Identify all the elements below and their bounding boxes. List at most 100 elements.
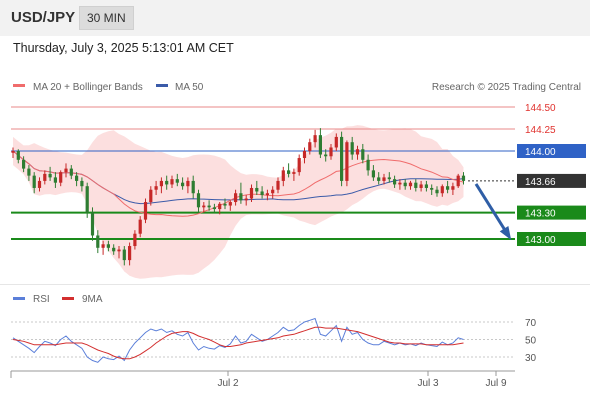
candle-body — [244, 198, 248, 201]
x-axis-label-Jul 3: Jul 3 — [417, 378, 439, 389]
candle-body — [218, 203, 222, 210]
ma50-legend-swatch — [156, 84, 168, 87]
candle-body — [345, 142, 349, 181]
rsi-ma-line — [12, 326, 464, 360]
ma50-legend-label: MA 50 — [175, 82, 204, 93]
candle-body — [186, 180, 190, 187]
level-label-143.66: 143.66 — [525, 177, 556, 188]
candle-body — [85, 186, 89, 213]
forecast-arrow-shaft — [474, 183, 510, 236]
symbol-title: USD/JPY — [11, 9, 76, 26]
candle-body — [64, 168, 68, 173]
candle-body — [414, 182, 418, 188]
candle-body — [191, 180, 195, 194]
candle-body — [419, 184, 423, 188]
rsi-line — [12, 317, 464, 363]
candle-body — [260, 191, 264, 195]
candle-body — [75, 175, 79, 181]
candle-body — [387, 177, 391, 180]
rsi-ma-legend-swatch — [62, 297, 74, 300]
rsi-ma-legend-label: 9MA — [82, 294, 103, 305]
candle-body — [228, 202, 232, 206]
candle-body — [461, 175, 466, 181]
candle-body — [32, 175, 36, 188]
candle-body — [59, 172, 63, 183]
candle-body — [382, 177, 386, 181]
candle-body — [430, 187, 434, 190]
bollinger-bands — [13, 125, 464, 279]
candle-body — [27, 168, 31, 176]
candle-body — [101, 244, 105, 248]
candle-body — [271, 189, 275, 194]
level-label-143.30: 143.30 — [525, 209, 556, 220]
candle-body — [175, 179, 179, 183]
x-axis: Jul 2 Jul 3 Jul 9 — [10, 370, 515, 389]
x-axis-label-Jul 2: Jul 2 — [217, 378, 239, 389]
candle-body — [287, 170, 291, 174]
candle-body — [446, 186, 450, 190]
candle-body — [202, 205, 206, 208]
level-badge-143.66 — [517, 173, 586, 188]
header-bar: USD/JPY 30 MIN — [0, 0, 590, 36]
ma20-legend-label: MA 20 + Bollinger Bands — [33, 82, 143, 93]
level-label-144.25: 144.25 — [525, 125, 556, 136]
candle-body — [456, 175, 460, 187]
candle-body — [308, 142, 312, 151]
level-badge-143.00 — [517, 232, 586, 246]
candle-body — [90, 212, 95, 236]
candle-body — [318, 135, 322, 155]
candle-body — [324, 154, 328, 157]
candle-body — [159, 180, 163, 187]
candle-body — [239, 193, 243, 201]
rsi-tick-70: 70 — [525, 318, 537, 329]
candle-body — [451, 186, 455, 190]
credit-text: Research © 2025 Trading Central — [432, 82, 581, 93]
rsi-tick-50: 50 — [525, 336, 537, 347]
level-label-143.00: 143.00 — [525, 235, 556, 246]
level-badge-143.30 — [517, 205, 586, 220]
candle-body — [265, 193, 269, 195]
panel-divider — [0, 284, 590, 285]
candle-body — [170, 179, 174, 185]
rsi-tick-30: 30 — [525, 353, 537, 364]
candle-body — [313, 135, 317, 143]
candle-body — [138, 219, 142, 234]
candle-body — [196, 193, 201, 208]
candle-body — [80, 180, 84, 187]
candlesticks — [11, 128, 466, 266]
candle-body — [112, 247, 116, 252]
candle-body — [302, 151, 307, 159]
candle-body — [11, 151, 15, 153]
candle-body — [276, 180, 280, 190]
candle-body — [255, 187, 259, 192]
candle-body — [133, 233, 137, 247]
candle-body — [117, 249, 121, 252]
candle-body — [377, 177, 381, 181]
candle-body — [408, 182, 413, 187]
timeframe-button[interactable]: 30 MIN — [79, 6, 134, 30]
candle-body — [128, 246, 132, 261]
candle-body — [22, 159, 26, 169]
candle-body — [122, 249, 126, 261]
candle-body — [43, 173, 47, 181]
rsi-panel: 70 50 30 — [11, 317, 537, 364]
candle-body — [96, 235, 100, 248]
candle-body — [165, 180, 169, 185]
level-label-144.00: 144.00 — [525, 147, 556, 158]
bollinger-band-area — [13, 125, 464, 279]
candle-body — [48, 173, 52, 178]
candle-body — [234, 193, 238, 203]
forecast-arrow — [474, 183, 512, 241]
chart-datetime: Thursday, July 3, 2025 5:13:01 AM CET — [13, 41, 234, 55]
candle-body — [297, 158, 301, 173]
candle-body — [292, 172, 296, 174]
forecast-arrow-head — [499, 226, 512, 241]
x-axis-label-Jul 9: Jul 9 — [485, 378, 507, 389]
candle-body — [355, 149, 360, 155]
candle-body — [181, 182, 185, 187]
candle-body — [371, 170, 375, 178]
rsi-legend-label: RSI — [33, 294, 50, 305]
candle-body — [53, 177, 57, 183]
candle-body — [69, 168, 73, 176]
